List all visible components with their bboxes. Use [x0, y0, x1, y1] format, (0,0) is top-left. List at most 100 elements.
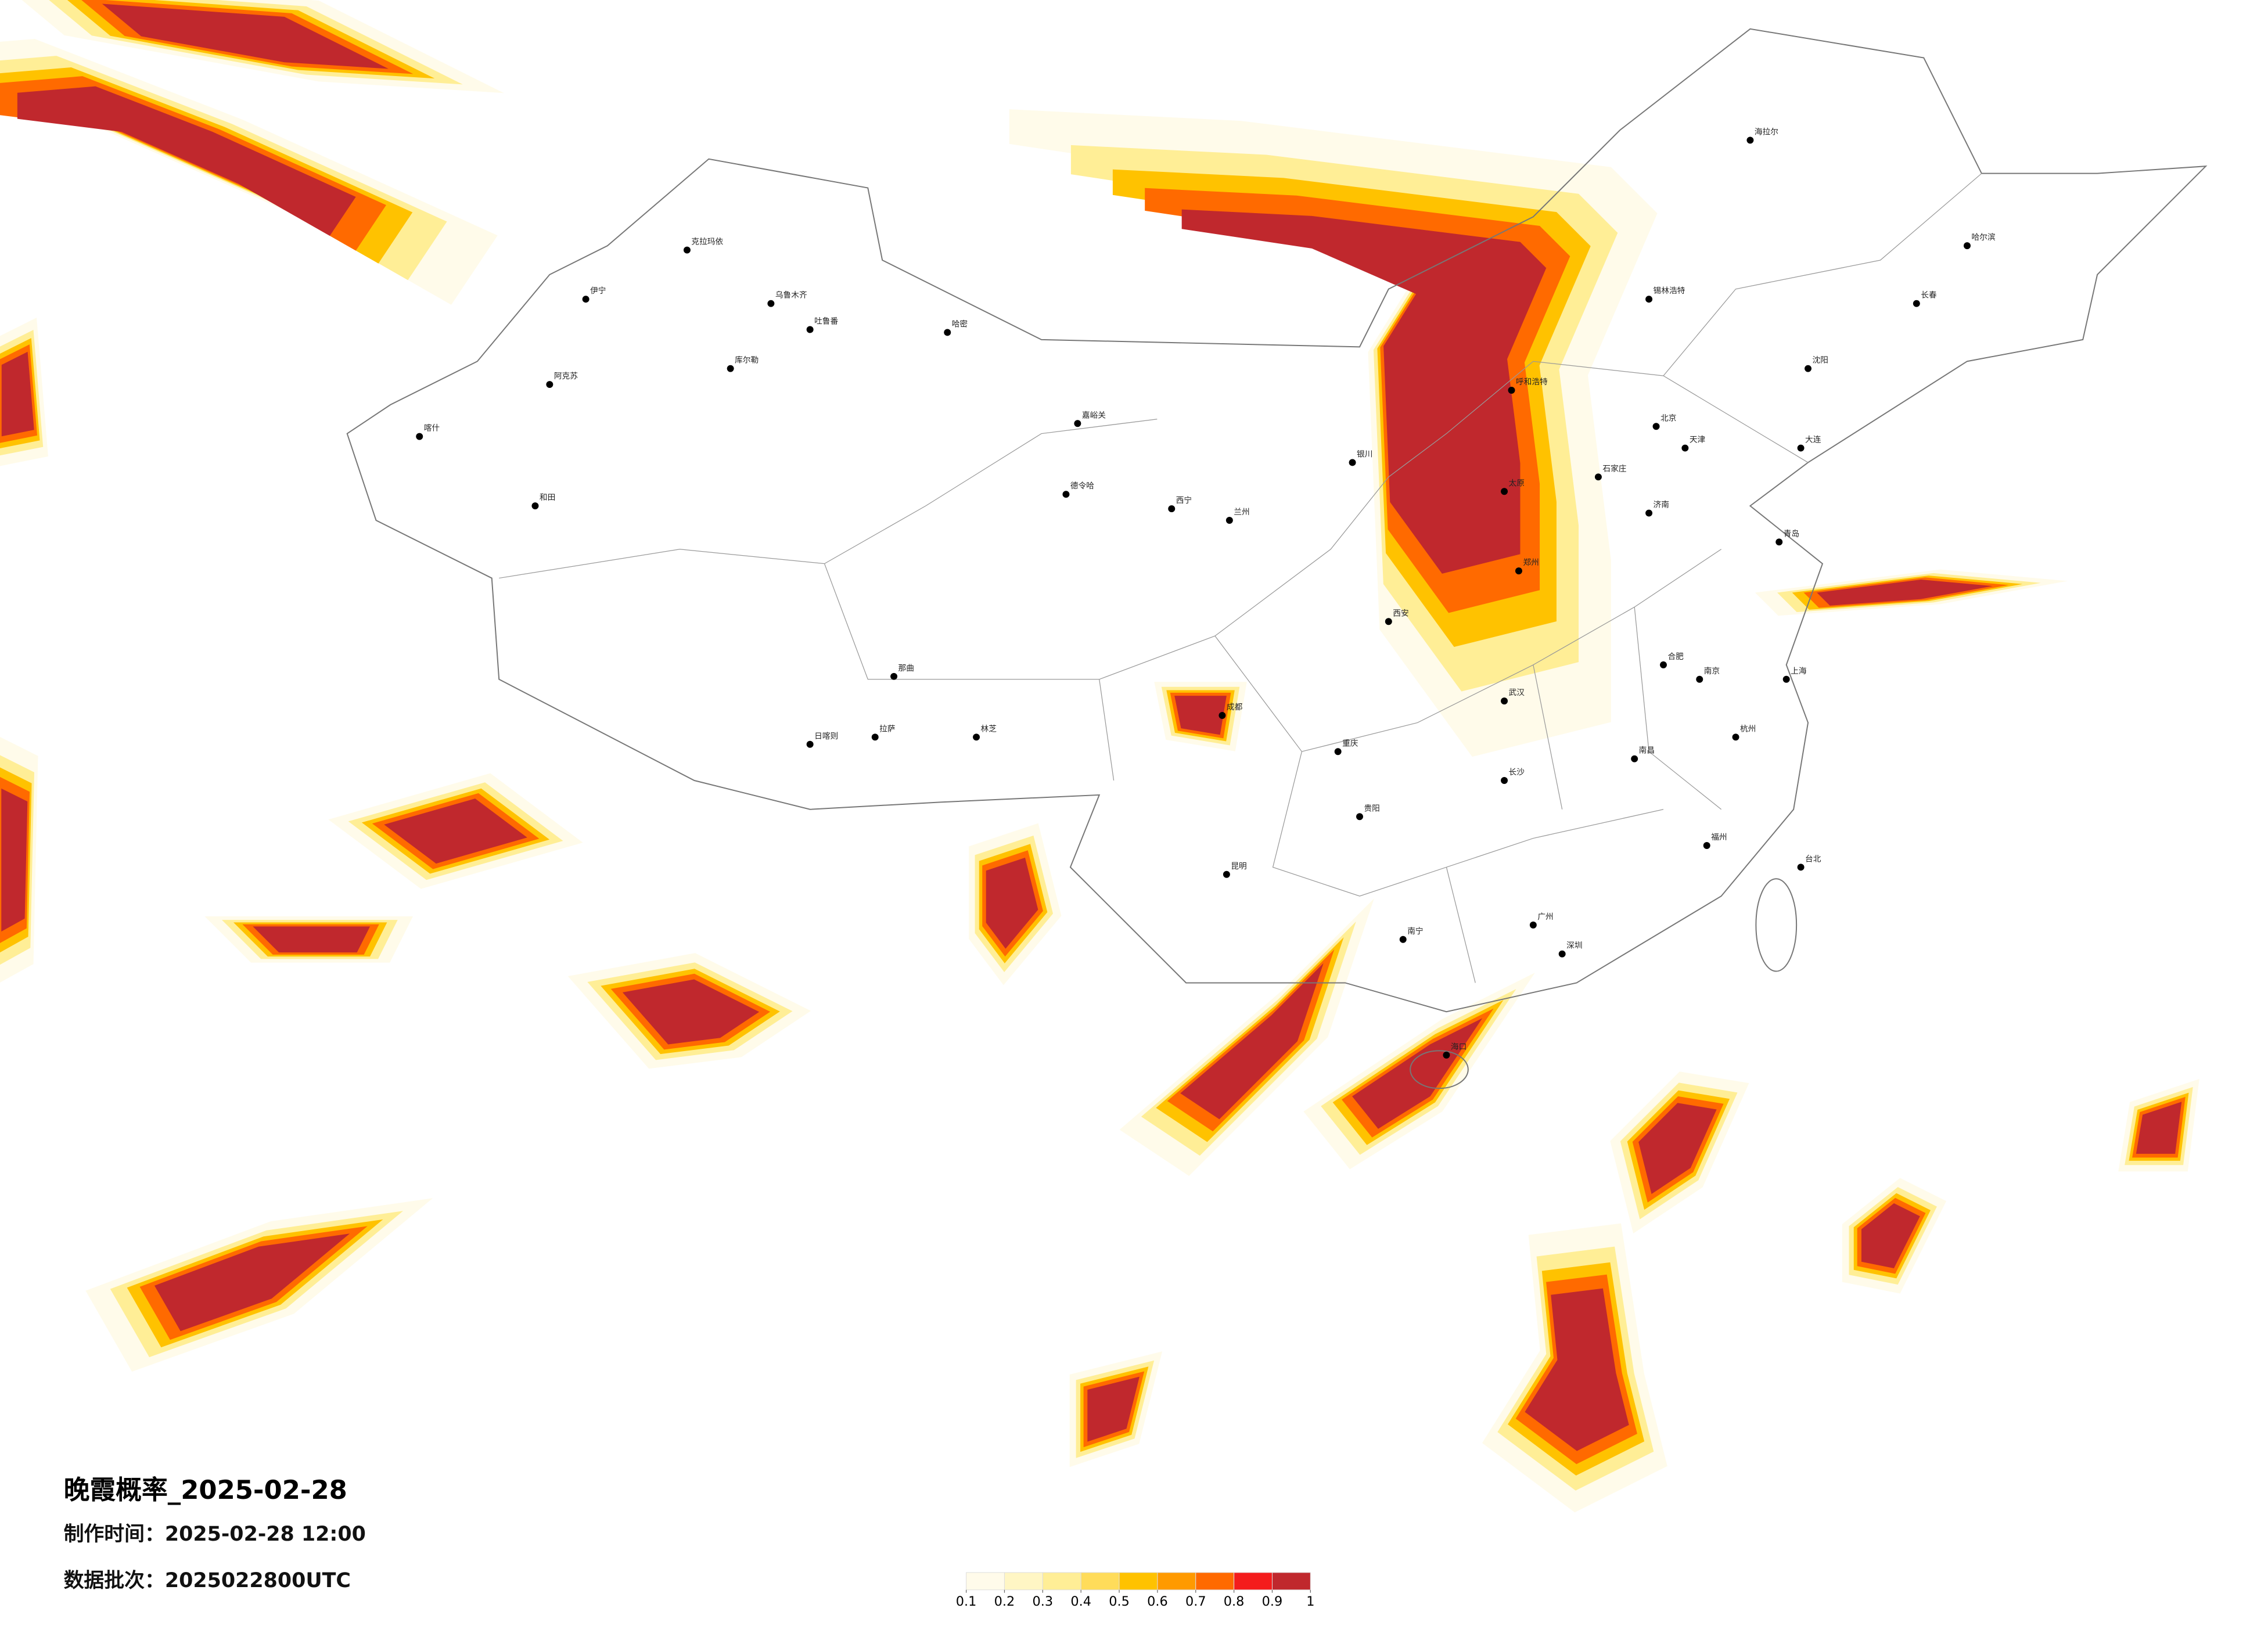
city-dot [1696, 675, 1703, 683]
city-dot [683, 246, 691, 254]
city-dot [1529, 921, 1537, 929]
city-label: 锡林浩特 [1654, 286, 1685, 296]
city-dot [1508, 387, 1515, 394]
city-label: 阿克苏 [554, 372, 578, 381]
city-dot [1703, 842, 1710, 849]
city-label: 上海 [1791, 667, 1807, 676]
province-lines [499, 173, 1982, 983]
city-label: 哈尔滨 [1971, 233, 1995, 242]
colorbar-swatch [1157, 1572, 1196, 1591]
city-dot [582, 296, 590, 303]
city-dot [1746, 136, 1754, 144]
city-dot [1356, 813, 1363, 821]
colorbar-tick-label: 1 [1306, 1594, 1314, 1609]
city-label: 吐鲁番 [814, 317, 838, 326]
hainan [1410, 1050, 1469, 1089]
city-label: 南宁 [1407, 926, 1423, 936]
city-dot [806, 326, 814, 333]
colorbar-tick-label: 0.7 [1185, 1594, 1206, 1609]
city-dot [1385, 618, 1392, 625]
city-dot [1443, 1051, 1450, 1059]
city-label: 哈密 [952, 319, 968, 329]
colorbar-tick-label: 0.3 [1033, 1594, 1054, 1609]
probability-blob [1174, 696, 1227, 735]
city-dot [1558, 950, 1566, 958]
city-label: 长沙 [1509, 768, 1525, 777]
city-label: 兰州 [1234, 508, 1249, 517]
city-dot [1062, 491, 1070, 498]
city-label: 合肥 [1667, 652, 1684, 661]
city-dot [1349, 459, 1356, 466]
city-dot [1652, 423, 1660, 430]
probability-blob [2136, 1102, 2182, 1154]
probability-blob [1180, 963, 1324, 1120]
city-label: 那曲 [898, 664, 914, 673]
city-label: 海拉尔 [1755, 127, 1778, 136]
city-label: 日喀则 [814, 732, 838, 741]
city-dot [1631, 755, 1638, 762]
production-time: 制作时间：2025-02-28 12:00 [64, 1523, 366, 1546]
city-label: 林芝 [981, 724, 997, 733]
city-dot [1797, 444, 1805, 452]
city-label: 库尔勒 [735, 356, 759, 365]
probability-blob [102, 3, 389, 69]
city-label: 沈阳 [1813, 356, 1828, 365]
map-title: 晚霞概率_2025-02-28 [64, 1474, 347, 1505]
colorbar-swatch [966, 1572, 1005, 1591]
colorbar-tick-label: 0.9 [1262, 1594, 1283, 1609]
colorbar-tick-label: 0.5 [1109, 1594, 1130, 1609]
city-dot [1964, 242, 1971, 250]
probability-blob [1817, 580, 1993, 606]
city-dot [416, 433, 423, 440]
city-label: 台北 [1805, 854, 1821, 864]
city-label: 南昌 [1639, 746, 1655, 756]
city-label: 大连 [1805, 436, 1821, 445]
probability-blob [253, 926, 371, 953]
colorbar-tick-label: 0.8 [1224, 1594, 1245, 1609]
country-outline [346, 28, 2208, 1013]
city-dot [1501, 697, 1508, 705]
city-dot [871, 733, 879, 741]
city-dot [727, 365, 734, 372]
city-dot [1782, 675, 1790, 683]
city-label: 太原 [1509, 479, 1525, 488]
city-label: 和田 [540, 493, 555, 502]
city-dot [1660, 661, 1667, 668]
city-label: 长春 [1921, 291, 1937, 300]
city-label: 北京 [1660, 413, 1676, 423]
data-batch: 数据批次：2025022800UTC [64, 1569, 351, 1592]
probability-field [0, 0, 2199, 1513]
city-label: 天津 [1690, 436, 1706, 445]
city-dot [1219, 712, 1226, 719]
city-label: 成都 [1227, 703, 1243, 712]
city-dot [1645, 509, 1653, 517]
probability-blob [154, 1233, 350, 1332]
city-dot [1775, 538, 1783, 546]
colorbar-swatch [1080, 1572, 1120, 1591]
probability-blob [17, 86, 356, 236]
probability-blob [1638, 1103, 1717, 1195]
city-dot [546, 381, 553, 388]
city-dot [1515, 567, 1522, 575]
city-label: 青岛 [1784, 529, 1799, 538]
city-label: 武汉 [1509, 688, 1525, 697]
probability-blob [384, 798, 527, 864]
city-dot [1594, 473, 1602, 481]
city-label: 南京 [1704, 667, 1720, 676]
colorbar-swatch [1119, 1572, 1158, 1591]
city-label: 石家庄 [1602, 463, 1626, 473]
city-label: 嘉峪关 [1082, 411, 1106, 420]
city-label: 杭州 [1740, 724, 1756, 733]
probability-blob [1861, 1203, 1920, 1268]
probability-blob [1352, 1018, 1483, 1129]
city-label: 乌鲁木齐 [775, 291, 807, 300]
city-label: 福州 [1711, 833, 1727, 842]
city-dot [1501, 488, 1508, 495]
city-dot [1223, 870, 1230, 878]
colorbar-swatch [1195, 1572, 1235, 1591]
city-dot [1168, 505, 1176, 513]
city-dot [1645, 296, 1653, 303]
city-label: 昆明 [1231, 862, 1246, 871]
